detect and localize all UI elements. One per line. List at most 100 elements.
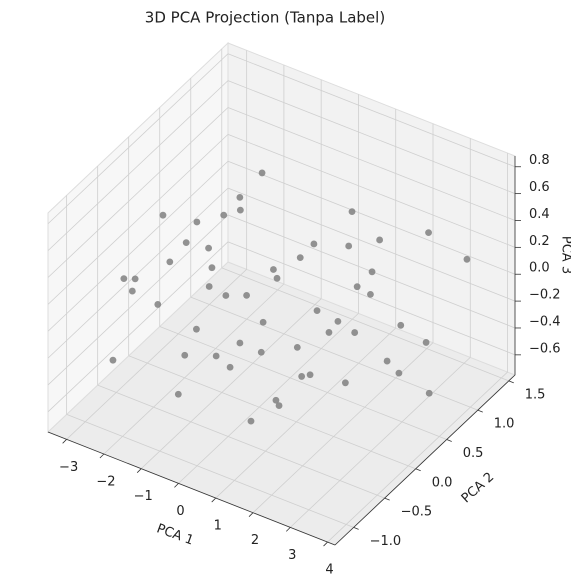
x-axis-label: PCA 1	[154, 521, 195, 548]
point	[296, 254, 304, 262]
point	[226, 363, 234, 371]
grid-line	[227, 107, 516, 221]
z-tick-label: −0.4	[529, 314, 561, 329]
point	[368, 268, 376, 276]
point	[345, 242, 353, 250]
point	[293, 343, 301, 351]
x-tick-label: 0	[176, 504, 184, 519]
point	[120, 275, 128, 283]
grid-line	[47, 241, 229, 413]
x-tick-label: 2	[251, 533, 259, 548]
x-tick-label: 3	[288, 548, 296, 563]
point	[154, 301, 162, 308]
grid-line	[227, 160, 516, 275]
tick-mark	[285, 527, 291, 532]
grid-line	[227, 53, 516, 168]
point	[236, 193, 244, 201]
point	[166, 258, 174, 266]
z-axis-label: PCA 3	[559, 236, 571, 274]
point	[236, 339, 244, 347]
point	[383, 357, 391, 365]
grid-line	[227, 241, 516, 356]
grid-line	[221, 267, 509, 382]
point	[259, 318, 267, 326]
z-tick-label: 0.6	[529, 180, 550, 195]
tick-mark	[248, 512, 254, 517]
point	[193, 218, 201, 226]
y-tick-label: 1.5	[525, 387, 546, 402]
point	[341, 379, 349, 387]
point	[208, 264, 216, 272]
point	[313, 307, 321, 315]
point	[272, 396, 280, 404]
x-tick-label: 1	[214, 519, 222, 534]
point	[236, 206, 244, 214]
grid-line	[289, 357, 471, 528]
x-tick-label: −2	[96, 475, 115, 490]
grid-line	[128, 355, 416, 470]
grid-line	[327, 371, 508, 543]
grid-line	[215, 327, 397, 499]
point	[310, 240, 318, 248]
z-tick-label: 0.2	[529, 234, 550, 249]
grid-line	[97, 384, 385, 499]
point	[181, 351, 189, 359]
grid-line	[140, 298, 322, 469]
grid-line	[47, 134, 229, 305]
point	[463, 255, 471, 263]
point	[222, 292, 230, 299]
point	[159, 211, 167, 219]
grid-line	[227, 187, 516, 302]
point	[273, 274, 281, 282]
tick-mark	[174, 483, 179, 488]
point	[243, 291, 250, 299]
y-tick-label: −1.0	[370, 534, 402, 549]
x-tick-label: −3	[59, 460, 78, 475]
tick-mark	[99, 453, 105, 459]
grid-line	[66, 414, 354, 528]
point	[425, 229, 432, 237]
grid-line	[103, 283, 285, 455]
point	[425, 389, 433, 397]
tick-mark	[62, 439, 67, 444]
tick-mark	[353, 527, 359, 530]
point	[397, 321, 405, 329]
point	[220, 211, 228, 219]
y-tick-label: 0.5	[463, 446, 484, 461]
grid-line	[178, 313, 359, 484]
z-tick-label: 0.4	[529, 207, 550, 222]
x-axis-line	[47, 431, 336, 546]
point	[351, 329, 359, 336]
tick-mark	[211, 497, 217, 503]
y-axis-label: PCA 2	[459, 470, 497, 507]
point	[128, 287, 136, 295]
grid-line	[252, 342, 434, 514]
x-tick-label: −1	[134, 489, 153, 504]
point	[182, 239, 190, 247]
z-tick-label: 0.0	[529, 261, 550, 276]
grid-line	[47, 187, 229, 359]
tick-mark	[136, 468, 142, 473]
grid-line	[227, 80, 516, 194]
grid-line	[47, 80, 229, 251]
point	[306, 371, 314, 379]
point	[275, 402, 283, 409]
tick-mark	[384, 497, 390, 501]
grid-line	[66, 269, 247, 440]
point	[395, 369, 403, 377]
y-tick-label: 0.0	[432, 475, 453, 490]
y-tick-label: −0.5	[401, 505, 433, 520]
point	[376, 236, 384, 244]
z-tick-label: −0.2	[529, 288, 561, 303]
tick-mark	[508, 380, 514, 384]
x-tick-label: 4	[325, 563, 333, 578]
grid-line	[47, 53, 229, 225]
y-axis-line	[334, 374, 516, 546]
tick-mark	[415, 468, 421, 472]
tick-mark	[323, 541, 328, 547]
point	[131, 275, 139, 283]
z-tick-label: −0.6	[529, 341, 561, 356]
point	[212, 352, 220, 360]
point	[422, 339, 430, 346]
